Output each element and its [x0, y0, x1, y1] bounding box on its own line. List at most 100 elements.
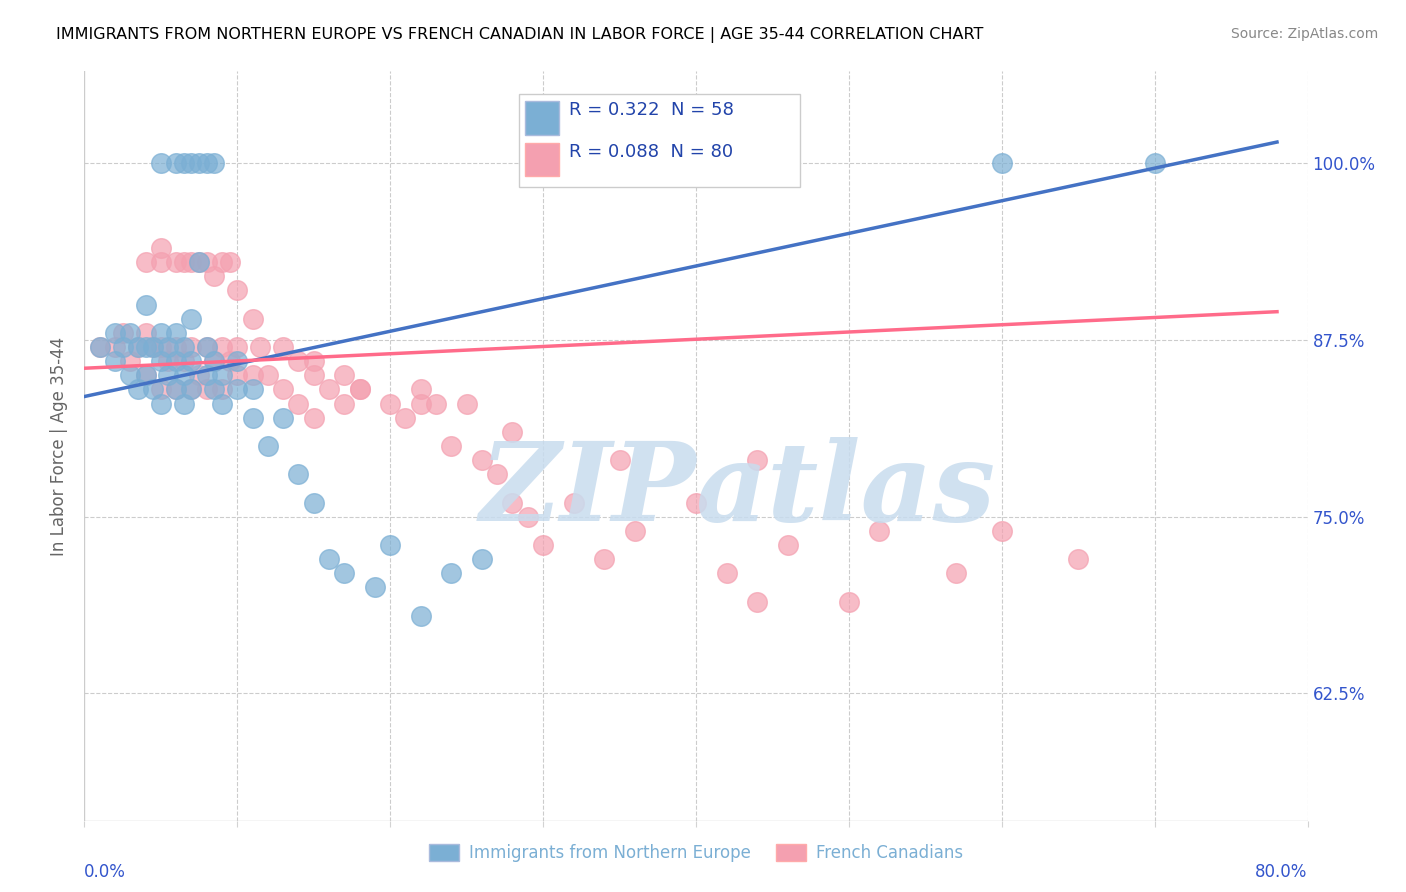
Point	[593, 552, 616, 566]
Point	[218, 354, 240, 368]
Point	[173, 396, 195, 410]
Point	[945, 566, 967, 581]
Text: Source: ZipAtlas.com: Source: ZipAtlas.com	[1230, 27, 1378, 41]
Point	[333, 368, 356, 383]
Point	[180, 156, 202, 170]
Point	[135, 326, 157, 340]
Point	[471, 552, 494, 566]
Point	[195, 383, 218, 397]
Point	[180, 354, 202, 368]
Point	[173, 156, 195, 170]
Point	[624, 524, 647, 538]
Point	[211, 255, 233, 269]
Point	[364, 580, 387, 594]
Point	[149, 156, 172, 170]
Point	[776, 538, 799, 552]
Point	[349, 383, 371, 397]
Point	[456, 396, 478, 410]
Point	[165, 340, 187, 354]
Point	[195, 368, 218, 383]
Point	[202, 354, 225, 368]
Point	[142, 340, 165, 354]
Point	[188, 368, 211, 383]
Point	[188, 255, 211, 269]
Point	[440, 439, 463, 453]
Point	[180, 311, 202, 326]
Point	[516, 509, 538, 524]
Point	[135, 368, 157, 383]
Point	[120, 326, 142, 340]
Point	[471, 453, 494, 467]
Point	[425, 396, 447, 410]
Point	[502, 495, 524, 509]
Text: atlas: atlas	[696, 437, 997, 545]
Point	[120, 354, 142, 368]
Point	[333, 566, 356, 581]
Point	[135, 368, 157, 383]
Point	[287, 467, 309, 482]
Point	[440, 566, 463, 581]
Point	[1143, 156, 1166, 170]
Point	[157, 368, 180, 383]
Point	[165, 383, 187, 397]
Legend: Immigrants from Northern Europe, French Canadians: Immigrants from Northern Europe, French …	[422, 837, 970, 869]
Point	[318, 383, 340, 397]
Point	[257, 368, 280, 383]
Point	[409, 608, 432, 623]
Point	[609, 453, 631, 467]
Point	[149, 255, 172, 269]
Point	[211, 340, 233, 354]
Point	[135, 255, 157, 269]
Point	[991, 524, 1014, 538]
Point	[157, 354, 180, 368]
Point	[111, 326, 134, 340]
Point	[333, 396, 356, 410]
Point	[149, 396, 172, 410]
Point	[211, 368, 233, 383]
Text: ZIP: ZIP	[479, 437, 696, 545]
Point	[218, 255, 240, 269]
Text: R = 0.088  N = 80: R = 0.088 N = 80	[569, 143, 733, 161]
Point	[157, 340, 180, 354]
Text: IMMIGRANTS FROM NORTHERN EUROPE VS FRENCH CANADIAN IN LABOR FORCE | AGE 35-44 CO: IMMIGRANTS FROM NORTHERN EUROPE VS FRENC…	[56, 27, 984, 43]
Point	[211, 396, 233, 410]
FancyBboxPatch shape	[524, 102, 560, 135]
Point	[165, 156, 187, 170]
Text: 80.0%: 80.0%	[1256, 863, 1308, 881]
Point	[531, 538, 554, 552]
Point	[242, 383, 264, 397]
Point	[747, 453, 769, 467]
Point	[302, 368, 325, 383]
Point	[180, 383, 202, 397]
Point	[869, 524, 891, 538]
Point	[226, 340, 249, 354]
Point	[349, 383, 371, 397]
Point	[127, 340, 149, 354]
Point	[271, 340, 294, 354]
Point	[380, 396, 402, 410]
Point	[127, 340, 149, 354]
Point	[562, 495, 585, 509]
Point	[89, 340, 111, 354]
Point	[747, 594, 769, 608]
Point	[188, 255, 211, 269]
Point	[287, 354, 309, 368]
Point	[173, 255, 195, 269]
Point	[149, 326, 172, 340]
Y-axis label: In Labor Force | Age 35-44: In Labor Force | Age 35-44	[51, 336, 69, 556]
Point	[127, 383, 149, 397]
Point	[120, 368, 142, 383]
Point	[226, 354, 249, 368]
Point	[195, 340, 218, 354]
Point	[271, 383, 294, 397]
Point	[149, 383, 172, 397]
Point	[716, 566, 738, 581]
Point	[142, 340, 165, 354]
Point	[226, 383, 249, 397]
Point	[202, 269, 225, 284]
Point	[249, 340, 271, 354]
Point	[180, 383, 202, 397]
Point	[502, 425, 524, 439]
Point	[1067, 552, 1090, 566]
Point	[173, 340, 195, 354]
